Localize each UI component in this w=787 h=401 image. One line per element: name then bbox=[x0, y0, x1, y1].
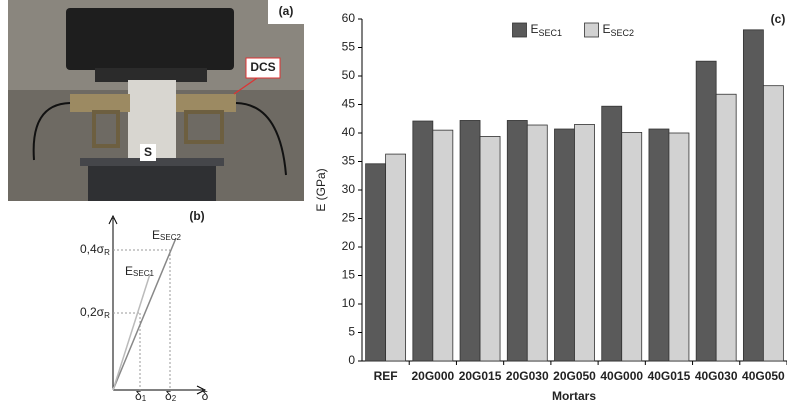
line-label-main: E bbox=[152, 228, 160, 242]
y-label-sub: R bbox=[104, 311, 110, 320]
x-tick-label: 20G000 bbox=[411, 369, 454, 383]
x-tick-label: 40G050 bbox=[742, 369, 785, 383]
frame-left bbox=[92, 110, 120, 148]
y-tick-label: 45 bbox=[342, 97, 356, 111]
arrowheads bbox=[108, 214, 207, 395]
y-tick-label: 25 bbox=[342, 211, 356, 225]
bar bbox=[574, 124, 595, 362]
y-tick-label: 10 bbox=[342, 296, 356, 310]
y-tick-label: 50 bbox=[342, 68, 356, 82]
callout-box bbox=[245, 57, 281, 79]
x-label-sub: 1 bbox=[142, 394, 147, 401]
secant-line bbox=[112, 273, 151, 391]
bar bbox=[601, 105, 623, 362]
label-background bbox=[268, 0, 304, 24]
sensor-label: DCS bbox=[250, 60, 275, 74]
legend-label-main: E bbox=[531, 22, 539, 36]
bar bbox=[506, 120, 528, 362]
y-label-main: 0,2σ bbox=[80, 305, 105, 319]
y-tick-label: 0 bbox=[348, 353, 355, 367]
bar bbox=[695, 60, 717, 362]
bar bbox=[526, 124, 548, 362]
x-tick-label: 20G050 bbox=[553, 369, 596, 383]
bar bbox=[668, 132, 690, 362]
y-tick-label: 40 bbox=[342, 125, 356, 139]
panel-label: (c) bbox=[771, 12, 786, 26]
x-label-main: δ bbox=[165, 389, 172, 401]
x-label: δ2 bbox=[165, 389, 177, 401]
line-label-sub: SEC1 bbox=[133, 269, 154, 278]
specimen-label-box bbox=[140, 144, 156, 161]
legend-swatch bbox=[584, 22, 599, 38]
line-label-sub: SEC2 bbox=[160, 233, 181, 242]
bar bbox=[385, 153, 407, 362]
line-label: ESEC2 bbox=[152, 228, 181, 242]
bar bbox=[459, 120, 481, 362]
y-label-main: 0,4σ bbox=[80, 242, 105, 256]
y-label: 0,4σR bbox=[80, 242, 110, 257]
y-tick-label: 35 bbox=[342, 154, 356, 168]
y-tick-label: 20 bbox=[342, 239, 356, 253]
x-tick-label: 40G030 bbox=[695, 369, 738, 383]
line-label: ESEC1 bbox=[125, 264, 154, 278]
bottom-platen-top bbox=[80, 158, 224, 166]
bar-chart: (c) E (GPa) Mortars 0 5 10 15 20 25 30 35 40 45 50… bbox=[314, 11, 787, 401]
legend-label: ESEC2 bbox=[603, 22, 635, 38]
frame-right bbox=[184, 110, 224, 144]
line-label-main: E bbox=[125, 264, 133, 278]
bar bbox=[762, 85, 784, 362]
bar bbox=[621, 132, 643, 362]
diagram: (b) 0,4σR 0,2σR ESEC2 ESEC1 δ1 δ2 δ bbox=[80, 209, 209, 401]
x-axis-title: Mortars bbox=[552, 389, 596, 401]
bar bbox=[554, 128, 575, 362]
y-label-sub: R bbox=[104, 248, 110, 257]
y-label: 0,2σR bbox=[80, 305, 110, 320]
secant-line bbox=[112, 237, 177, 391]
bar bbox=[742, 29, 764, 362]
legend-label-sub: SEC2 bbox=[611, 28, 635, 38]
panel-label: (b) bbox=[189, 209, 204, 223]
bar bbox=[412, 120, 434, 362]
x-tick-label: 20G015 bbox=[459, 369, 502, 383]
x-label: δ1 bbox=[135, 389, 147, 401]
y-tick-label: 5 bbox=[348, 325, 355, 339]
sensor-left bbox=[70, 94, 130, 112]
cables bbox=[32, 102, 287, 176]
x-label-main: δ bbox=[135, 389, 142, 401]
legend-label: ESEC1 bbox=[531, 22, 563, 38]
sensor-right bbox=[176, 94, 236, 112]
legend-swatch bbox=[512, 22, 527, 38]
callout-line bbox=[233, 75, 261, 95]
bar bbox=[648, 128, 670, 362]
y-tick-label: 60 bbox=[342, 11, 356, 25]
x-label-sub: 2 bbox=[172, 394, 177, 401]
bar bbox=[715, 93, 737, 362]
bar bbox=[432, 129, 454, 362]
loading-platen bbox=[66, 8, 234, 70]
x-tick-label: REF bbox=[374, 369, 398, 383]
legend-label-sub: SEC1 bbox=[539, 28, 563, 38]
y-tick-label: 55 bbox=[342, 40, 356, 54]
x-tick-label: 40G015 bbox=[648, 369, 691, 383]
photo: (a) DCS S bbox=[8, 0, 304, 201]
bar bbox=[479, 136, 501, 362]
bar bbox=[365, 163, 387, 362]
panel-label: (a) bbox=[279, 4, 294, 18]
platen-base bbox=[95, 68, 207, 82]
x-tick-label: 40G000 bbox=[600, 369, 643, 383]
y-axis-title: E (GPa) bbox=[314, 168, 328, 211]
y-tick-label: 15 bbox=[342, 268, 356, 282]
axis-label: δ bbox=[202, 389, 209, 401]
x-tick-label: 20G030 bbox=[506, 369, 549, 383]
specimen-label: S bbox=[144, 145, 152, 159]
legend-label-main: E bbox=[603, 22, 611, 36]
y-tick-label: 30 bbox=[342, 182, 356, 196]
